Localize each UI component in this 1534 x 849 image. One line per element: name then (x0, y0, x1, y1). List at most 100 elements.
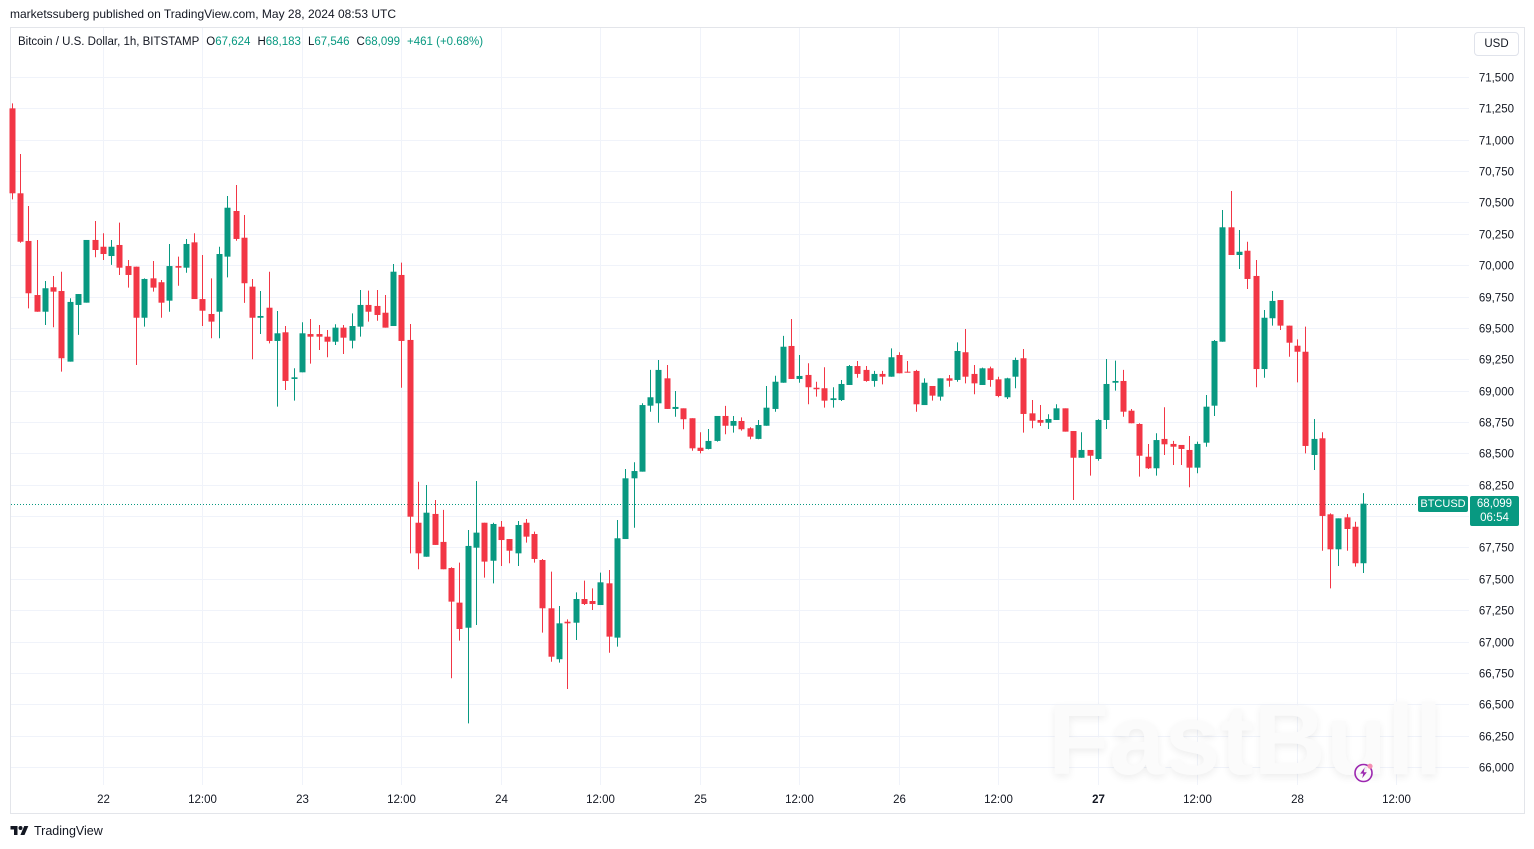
candle-up (1112, 360, 1119, 391)
candle-body (465, 545, 472, 628)
chart-legend: Bitcoin / U.S. Dollar, 1h, BITSTAMP O67,6… (18, 35, 483, 49)
candle-body (257, 315, 264, 318)
chart-pane[interactable] (10, 27, 1525, 814)
candle-body (1087, 449, 1094, 456)
price-axis-label: 68,750 (1479, 418, 1514, 430)
candle-body (722, 415, 729, 426)
candle-down (125, 260, 132, 288)
candle-down (498, 520, 505, 567)
candle-up (655, 360, 662, 423)
candle-down (208, 278, 215, 339)
candle-body (896, 354, 903, 374)
candle-body (332, 327, 339, 342)
candle-down (805, 363, 812, 405)
candle-body (1112, 380, 1119, 383)
candle-down (17, 154, 24, 243)
candle-up (390, 264, 397, 327)
candle-up (921, 378, 928, 406)
candle-down (34, 239, 41, 312)
candle-up (705, 429, 712, 450)
candle-body (581, 598, 588, 605)
grid-layer (11, 28, 1469, 785)
candle-body (481, 522, 488, 562)
candle-body (1120, 380, 1127, 412)
candle-body (614, 538, 621, 638)
candle-down (382, 295, 389, 328)
candle-body (183, 243, 190, 268)
high-label: H (257, 36, 266, 48)
candle-body (473, 532, 480, 548)
candle-up (1095, 419, 1102, 461)
candle-down (1087, 449, 1094, 476)
candle-body (1103, 383, 1110, 420)
close-label: C (356, 36, 365, 48)
candle-up (730, 415, 737, 433)
candle-up (465, 529, 472, 724)
candle-up (846, 365, 853, 385)
candle-up (83, 239, 90, 303)
candle-down (266, 271, 273, 344)
lightning-bolt-icon[interactable] (1352, 762, 1374, 784)
candle-body (995, 379, 1002, 397)
candle-up (166, 243, 173, 312)
time-axis-label: 24 (495, 794, 508, 806)
time-axis-label: 25 (694, 794, 707, 806)
candle-body (224, 207, 231, 257)
candle-up (1004, 377, 1011, 400)
candle-down (1294, 339, 1301, 383)
change-value: +461 (+0.68%) (407, 36, 484, 48)
candle-down (1128, 408, 1135, 424)
candle-body (116, 244, 123, 268)
candle-body (548, 608, 555, 657)
candle-down (133, 266, 140, 366)
candle-up (257, 291, 264, 335)
candle-body (448, 568, 455, 602)
candle-body (291, 377, 298, 379)
candle-up (332, 324, 339, 345)
candle-up (216, 246, 223, 339)
candle-up (299, 322, 306, 373)
candle-down (523, 518, 530, 543)
fastbull-watermark: FastBull (1048, 684, 1443, 796)
candle-body (971, 373, 978, 384)
currency-button[interactable]: USD (1474, 32, 1519, 56)
candle-down (747, 427, 754, 440)
candle-down (481, 522, 488, 578)
price-axis[interactable]: 71,500 71,250 71,000 70,750 70,500 70,250 70,0… (1479, 73, 1514, 775)
tradingview-brand-link[interactable]: TradingView (10, 823, 103, 839)
candle-body (606, 583, 613, 637)
candle-body (523, 522, 530, 537)
candle-body (324, 336, 331, 342)
last-price-tag: 68,099 06:54 (1470, 496, 1519, 526)
candle-body (1062, 408, 1069, 432)
candle-up (714, 415, 721, 442)
candle-body (307, 334, 314, 337)
candle-up (1211, 339, 1218, 416)
candle-body (863, 369, 870, 381)
candle-body (821, 388, 828, 401)
price-axis-label: 69,750 (1479, 293, 1514, 305)
candle-down (249, 278, 256, 360)
candle-body (100, 246, 107, 255)
candle-body (1037, 419, 1044, 423)
candle-up (597, 572, 604, 606)
candle-body (515, 524, 522, 554)
legend-low: L67,546 (308, 36, 350, 48)
candle-up (75, 294, 82, 335)
candle-body (622, 478, 629, 540)
candle-body (705, 440, 712, 449)
candle-down (913, 369, 920, 412)
candle-body (216, 254, 223, 312)
time-axis-label: 12:00 (586, 794, 615, 806)
candle-body (714, 415, 721, 441)
time-axis[interactable]: 22 12:00 23 12:00 24 12:00 25 12:00 26 12:00 27 12:… (97, 794, 1411, 806)
candle-down (664, 365, 671, 409)
candle-body (407, 339, 414, 517)
candle-body (573, 598, 580, 623)
price-axis-label: 69,500 (1479, 324, 1514, 336)
price-axis-label: 66,250 (1479, 732, 1514, 744)
candle-body (1244, 250, 1251, 279)
candle-body (1277, 300, 1284, 326)
last-price-value: 68,099 (1476, 498, 1513, 510)
